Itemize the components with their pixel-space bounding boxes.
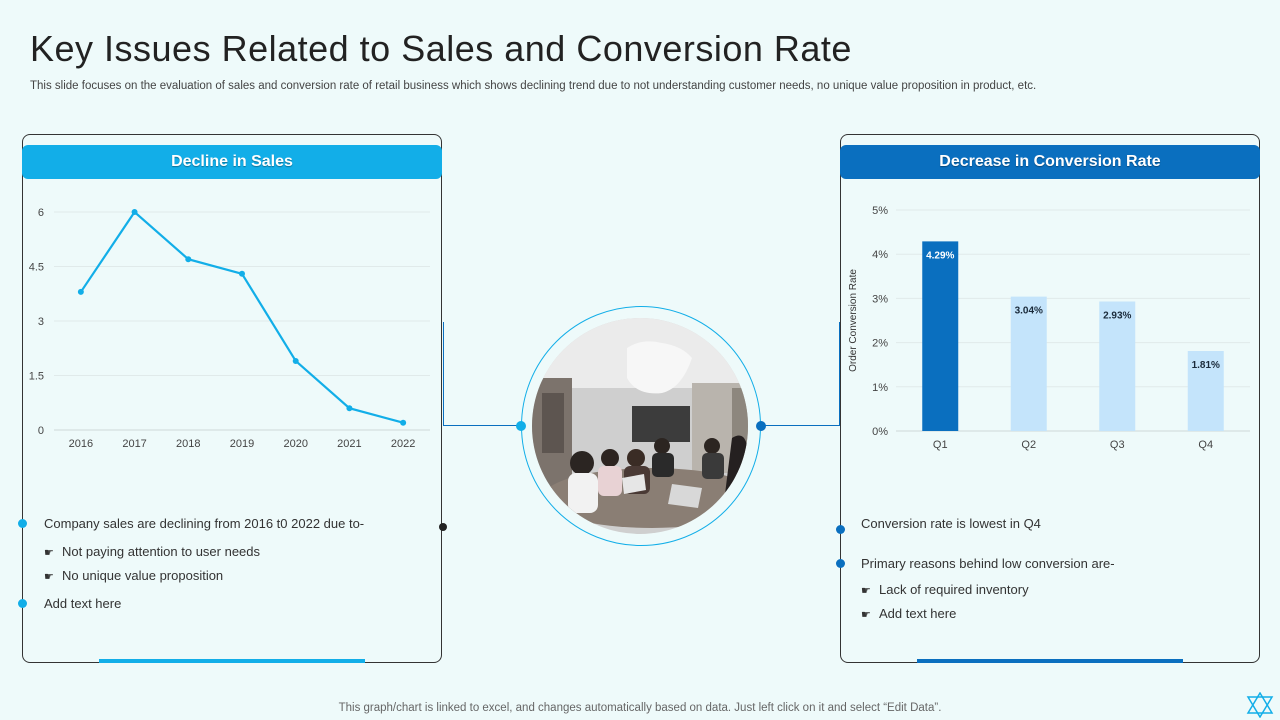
x-tick-label: Q4 <box>1198 439 1213 451</box>
bar-data-label: 2.93% <box>1103 310 1131 321</box>
y-tick-label: 4% <box>872 249 888 261</box>
x-tick-label: 2016 <box>69 438 93 450</box>
sales-panel: Decline in Sales <box>22 134 442 663</box>
sales-data-point <box>131 209 138 215</box>
sales-sub-bullet-1: ☛ Not paying attention to user needs <box>44 544 261 559</box>
meeting-photo <box>532 318 748 534</box>
conversion-panel: Decrease in Conversion Rate <box>840 134 1260 663</box>
left-connector-line <box>443 425 521 426</box>
left-connector-dot <box>516 421 526 431</box>
y-tick-label: 2% <box>872 338 888 350</box>
y-tick-label: 6 <box>38 207 44 219</box>
sales-data-point <box>185 256 192 263</box>
conversion-bar <box>1187 350 1224 431</box>
y-tick-label: 4.5 <box>29 262 44 274</box>
y-tick-label: 0 <box>38 425 44 437</box>
conversion-bullet-2: Primary reasons behind low conversion ar… <box>861 556 1115 571</box>
conversion-bar <box>922 241 959 431</box>
pointing-hand-icon: ☛ <box>44 547 54 559</box>
left-bullet-dot-2 <box>18 599 27 608</box>
sales-bullet-1: Company sales are declining from 2016 t0… <box>44 516 365 531</box>
bar-data-label: 1.81% <box>1192 360 1220 371</box>
conversion-bar <box>1010 296 1047 431</box>
y-tick-label: 3 <box>38 316 44 328</box>
sales-series-line <box>79 210 404 424</box>
sales-panel-accent-bar <box>99 659 365 663</box>
star-of-david-icon[interactable] <box>1246 692 1274 718</box>
sales-data-point <box>292 357 299 364</box>
x-tick-label: 2019 <box>230 438 254 450</box>
bar-data-label: 3.04% <box>1015 306 1043 317</box>
x-tick-label: Q3 <box>1110 439 1125 451</box>
y-tick-label: 3% <box>872 293 888 305</box>
conversion-bullet-1: Conversion rate is lowest in Q4 <box>861 516 1041 531</box>
left-panel-end-dot <box>439 523 447 531</box>
x-tick-label: 2020 <box>283 438 307 450</box>
sales-line-chart[interactable]: 0 1.5 3 4.5 6 2016 2017 2018 2019 2020 2021 2022 <box>22 195 442 460</box>
page-subtitle: This slide focuses on the evaluation of … <box>30 80 1037 92</box>
sales-data-point <box>400 419 407 426</box>
conversion-sub-bullet-2: ☛ Add text here <box>861 606 957 621</box>
sales-bullet-2: Add text here <box>44 596 122 611</box>
pointing-hand-icon: ☛ <box>44 571 54 583</box>
right-bullet-dot-2 <box>836 559 845 568</box>
pointing-hand-icon: ☛ <box>861 585 871 597</box>
conversion-panel-header: Decrease in Conversion Rate <box>840 145 1260 179</box>
y-tick-label: 1% <box>872 382 888 394</box>
sales-data-point <box>239 270 245 277</box>
conversion-panel-accent-bar <box>917 659 1183 663</box>
x-tick-label: 2018 <box>176 438 200 450</box>
sales-panel-header: Decline in Sales <box>22 145 442 179</box>
right-connector-vertical <box>839 322 840 426</box>
y-tick-label: 5% <box>872 205 888 217</box>
right-connector-line <box>761 425 840 426</box>
conversion-bar <box>1099 301 1136 431</box>
footer-note: This graph/chart is linked to excel, and… <box>338 702 942 714</box>
left-connector-vertical <box>443 322 444 426</box>
right-bullet-dot-1 <box>836 525 845 534</box>
sales-sub-bullet-2: ☛ No unique value proposition <box>44 568 224 583</box>
sales-data-point <box>346 405 353 412</box>
y-axis-label: Order Conversion Rate <box>848 269 859 372</box>
x-tick-label: 2017 <box>122 438 146 450</box>
y-tick-label: 1.5 <box>29 371 44 383</box>
sales-data-point <box>77 288 84 295</box>
x-tick-label: Q1 <box>933 439 948 451</box>
conversion-sub-bullet-1: ☛ Lack of required inventory <box>861 582 1029 597</box>
x-tick-label: 2021 <box>337 438 361 450</box>
x-tick-label: 2022 <box>391 438 415 450</box>
right-connector-dot <box>756 421 766 431</box>
pointing-hand-icon: ☛ <box>861 609 871 621</box>
y-tick-label: 0% <box>872 426 888 438</box>
page-title: Key Issues Related to Sales and Conversi… <box>30 28 852 69</box>
x-tick-label: Q2 <box>1021 439 1036 451</box>
left-bullet-dot-1 <box>18 519 27 528</box>
conversion-bar-chart[interactable]: 0% 1% 2% 3% 4% 5% Order Conversion Rate 4.29% Q1… <box>840 195 1260 460</box>
bar-data-label: 4.29% <box>926 250 954 261</box>
